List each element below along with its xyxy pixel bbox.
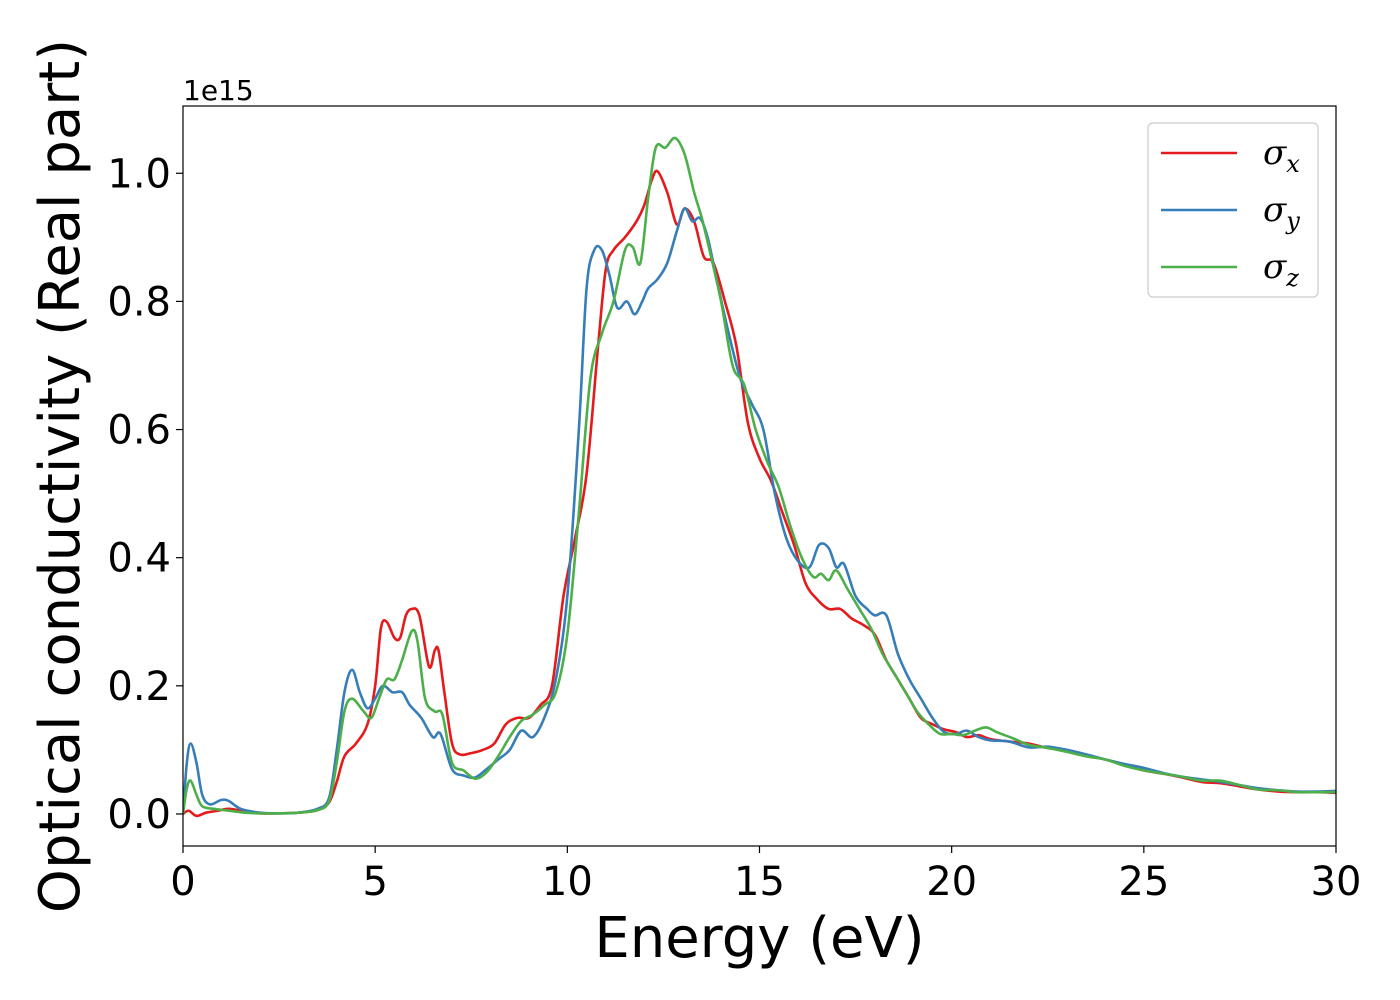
x-tick-label: 0 [170, 859, 195, 905]
y-axis-label: Optical conductivity (Real part) [28, 39, 93, 913]
y-tick-label: 1.0 [107, 151, 171, 197]
series-line-z [183, 136, 1336, 816]
x-tick-label: 30 [1311, 859, 1362, 905]
y-offset-label: 1e15 [183, 74, 254, 107]
series-layer [183, 136, 1336, 818]
y-tick-label: 0.4 [107, 536, 171, 582]
y-tick-label: 0.8 [107, 279, 171, 325]
x-tick-label: 5 [362, 859, 387, 905]
y-axis: 0.0 0.2 0.4 0.6 0.8 1.0 [107, 151, 183, 838]
series-line-y [183, 207, 1336, 816]
x-tick-label: 10 [542, 859, 593, 905]
x-tick-label: 20 [926, 859, 977, 905]
y-tick-label: 0.2 [107, 664, 171, 710]
x-tick-label: 25 [1118, 859, 1169, 905]
x-axis: 0 5 10 15 20 25 30 [170, 846, 1361, 905]
y-tick-label: 0.0 [107, 792, 171, 838]
x-tick-label: 15 [734, 859, 785, 905]
x-axis-label: Energy (eV) [594, 906, 924, 971]
y-tick-label: 0.6 [107, 408, 171, 454]
